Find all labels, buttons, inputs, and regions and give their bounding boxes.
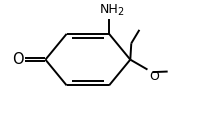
Text: O: O <box>13 52 24 67</box>
Text: O: O <box>149 70 159 84</box>
Text: NH: NH <box>100 3 118 16</box>
Text: 2: 2 <box>117 7 123 17</box>
